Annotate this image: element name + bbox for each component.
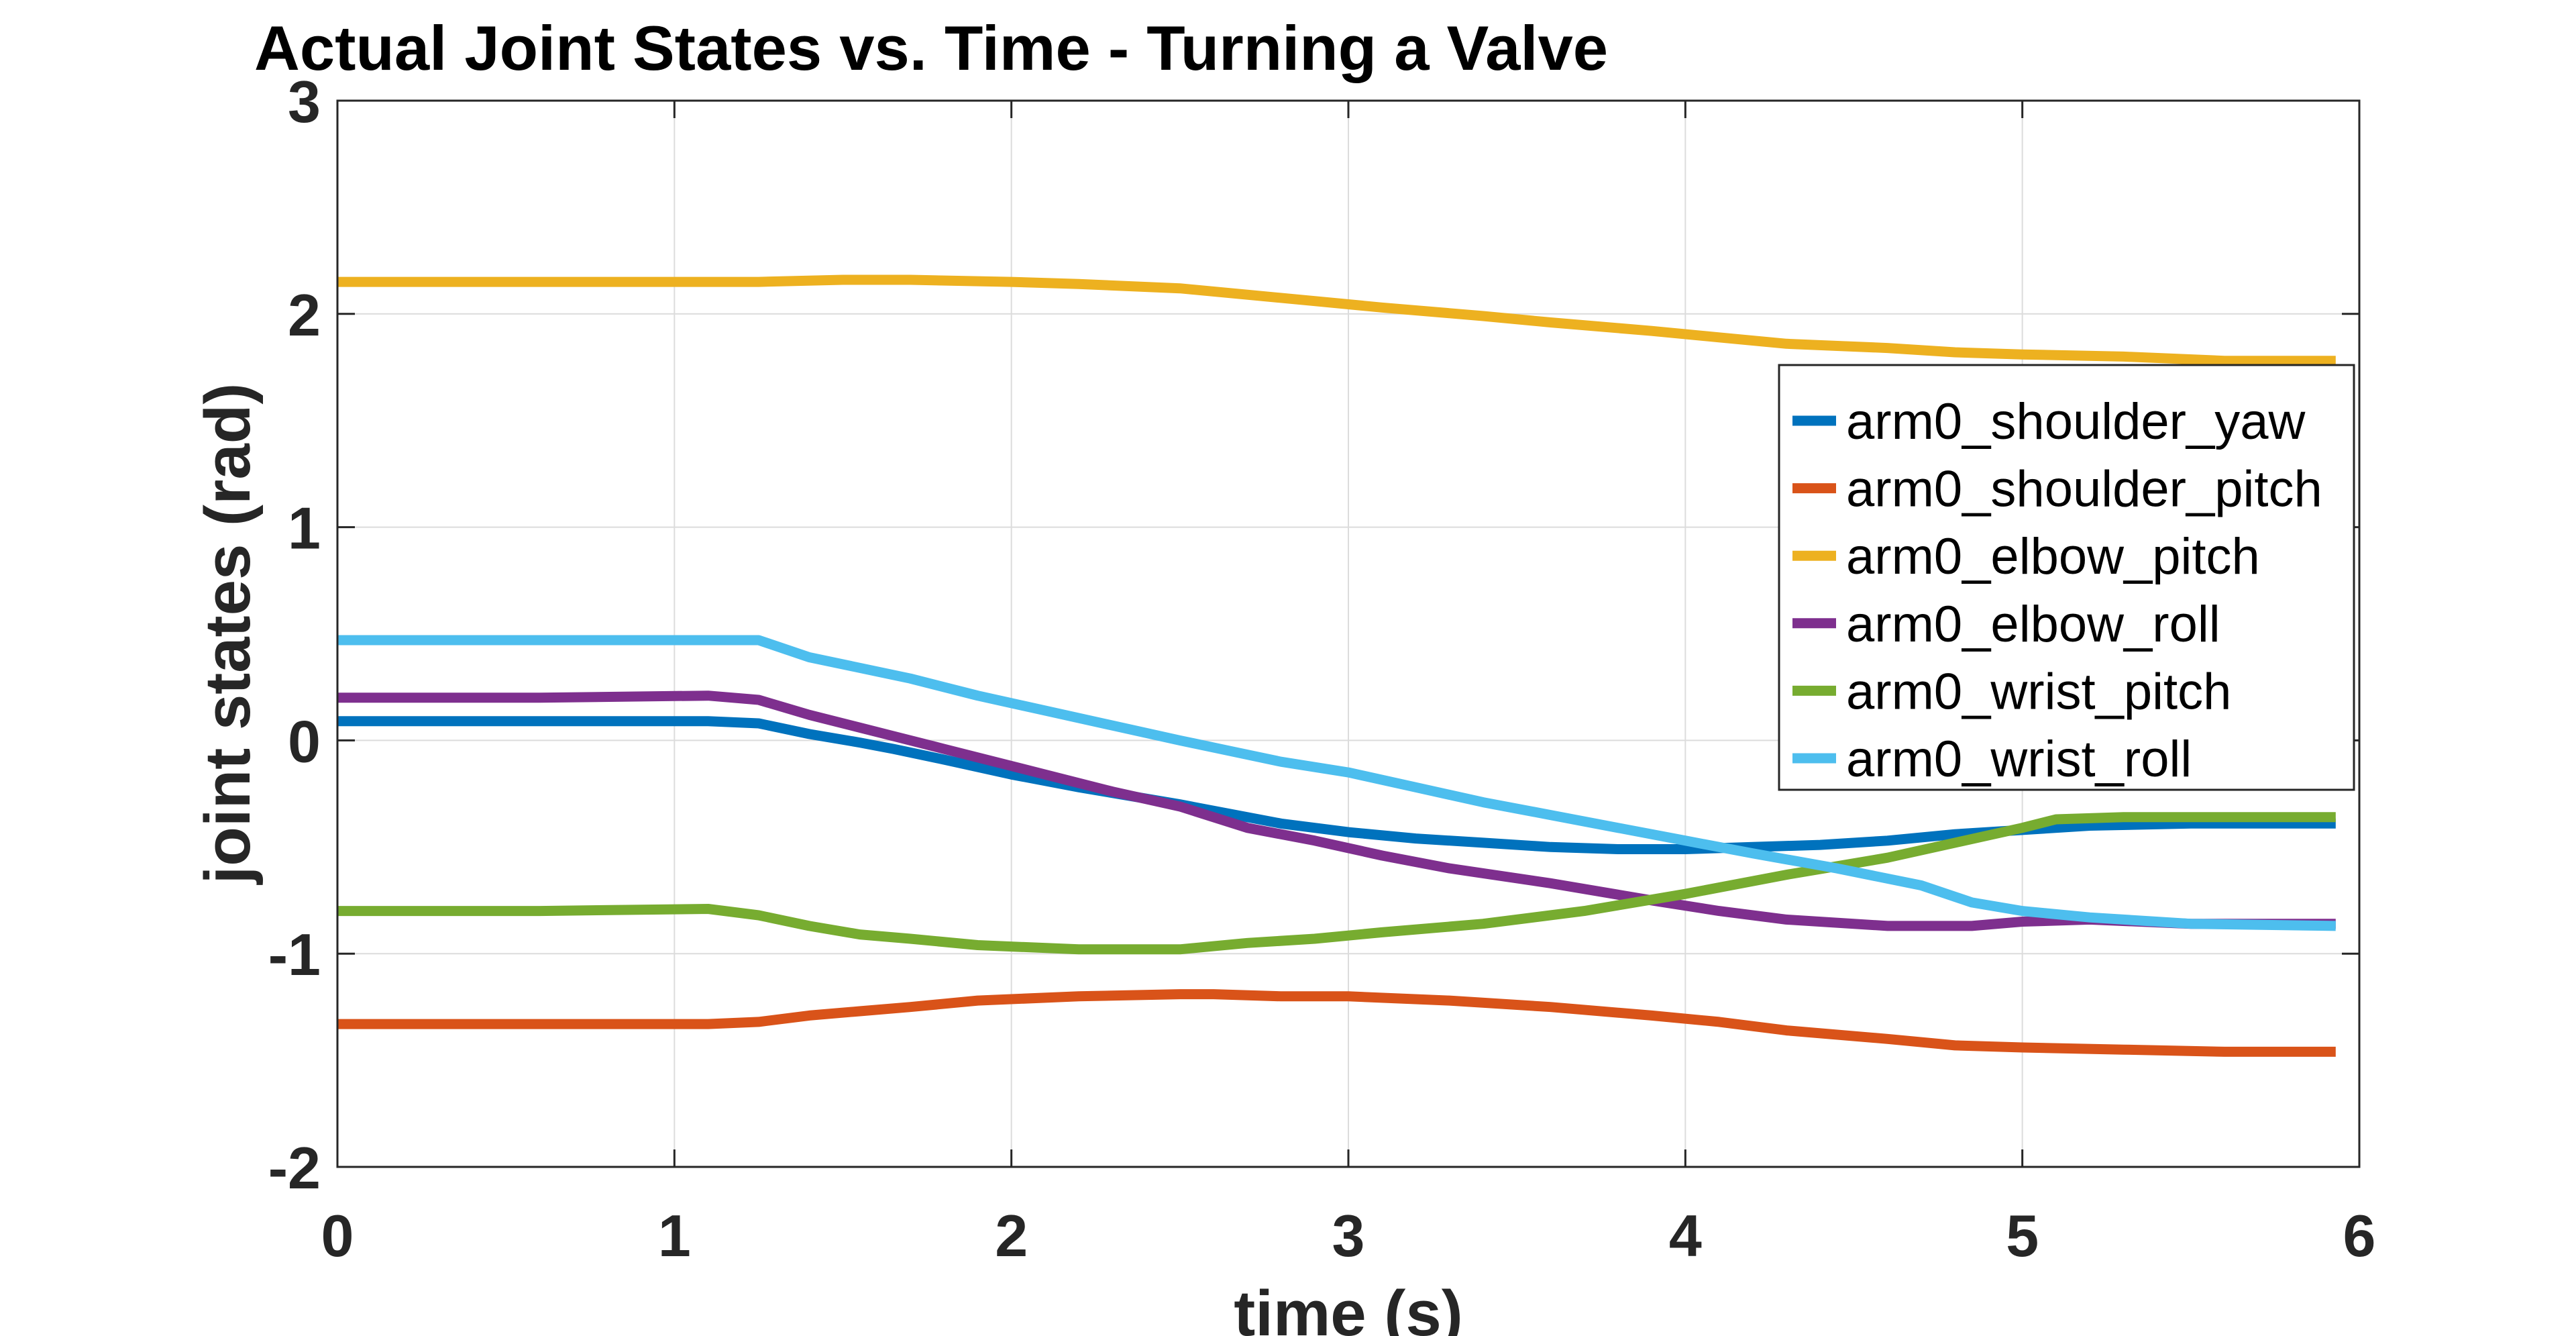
x-axis-ticks: 0 1 2 3 4 5 6 (321, 101, 2376, 1269)
series-line-arm0-elbow-pitch (337, 274, 2336, 366)
x-tick-label: 1 (658, 1202, 691, 1269)
x-tick-label: 4 (1669, 1202, 1702, 1269)
legend-label: arm0_elbow_roll (1846, 596, 2220, 653)
series-lines (337, 274, 2336, 1057)
legend: arm0_shoulder_yaw arm0_shoulder_pitch arm0… (1778, 364, 2355, 791)
y-tick-label: 2 (288, 282, 321, 348)
y-tick-label: 3 (288, 68, 321, 135)
series-line-arm0-wrist-roll (337, 635, 2336, 931)
legend-box (1778, 364, 2355, 791)
series-line-arm0-wrist-pitch (337, 812, 2336, 955)
x-tick-label: 3 (1332, 1202, 1365, 1269)
series-line-arm0-elbow-roll (337, 690, 2336, 931)
legend-label: arm0_wrist_pitch (1846, 663, 2231, 720)
legend-items: arm0_shoulder_yaw arm0_shoulder_pitch arm0… (1792, 393, 2322, 788)
x-tick-label: 6 (2343, 1202, 2376, 1269)
x-tick-label: 0 (321, 1202, 354, 1269)
series-line-arm0-shoulder-yaw (337, 716, 2336, 854)
x-tick-label: 5 (2006, 1202, 2039, 1269)
y-axis-ticks: -2 -1 0 1 2 3 (268, 68, 2359, 1201)
legend-label: arm0_elbow_pitch (1846, 528, 2260, 585)
series-line-arm0-shoulder-pitch (337, 989, 2336, 1057)
y-tick-label: 0 (288, 708, 321, 774)
legend-label: arm0_shoulder_pitch (1846, 461, 2322, 518)
x-axis-label: time (s) (1234, 1278, 1462, 1336)
y-tick-label: -1 (268, 921, 321, 988)
legend-label: arm0_wrist_roll (1846, 731, 2192, 788)
x-tick-label: 2 (995, 1202, 1028, 1269)
chart-title: Actual Joint States vs. Time - Turning a… (254, 13, 1608, 83)
legend-label: arm0_shoulder_yaw (1846, 393, 2306, 450)
y-tick-label: 1 (288, 495, 321, 562)
y-tick-label: -2 (268, 1135, 321, 1201)
y-axis-label: joint states (rad) (192, 383, 264, 886)
